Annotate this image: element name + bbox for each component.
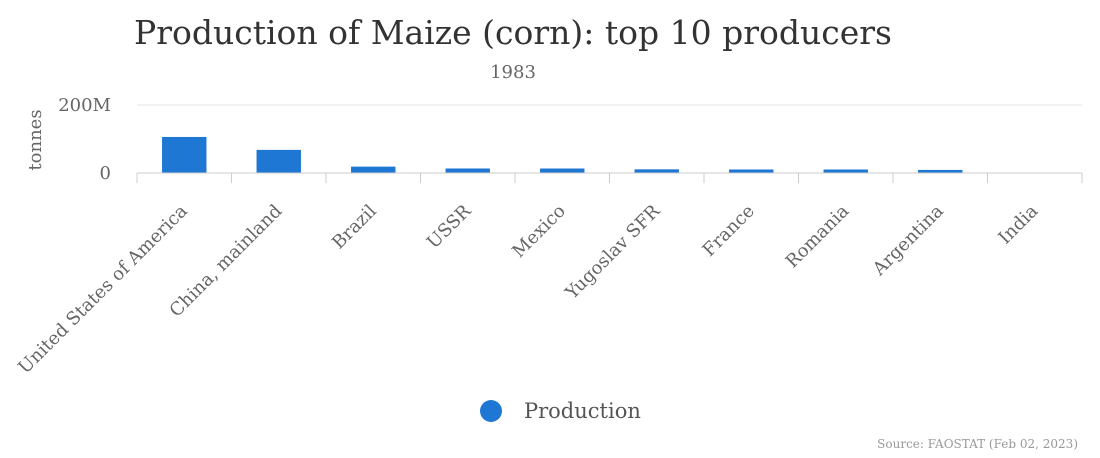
y-axis-label: tonnes (25, 109, 46, 170)
x-tick-label: Mexico (508, 201, 569, 262)
chart-title: Production of Maize (corn): top 10 produ… (134, 13, 892, 52)
x-tick-label: Romania (782, 201, 854, 273)
bar[interactable] (540, 168, 585, 173)
legend-label-production: Production (524, 399, 641, 423)
x-tick-label: Brazil (328, 201, 381, 254)
bar[interactable] (634, 169, 679, 173)
y-axis-ticks: 0 200M (58, 95, 111, 184)
bar[interactable] (351, 166, 396, 173)
bar[interactable] (729, 169, 774, 173)
x-tick-label: United States of America (14, 200, 192, 378)
x-axis (136, 172, 1083, 183)
legend-marker-production (480, 400, 502, 422)
source-note: Source: FAOSTAT (Feb 02, 2023) (877, 437, 1078, 451)
bar[interactable] (445, 168, 490, 173)
bar[interactable] (162, 136, 207, 173)
bar[interactable] (256, 149, 301, 173)
bar[interactable] (918, 169, 963, 173)
x-tick-label: France (699, 201, 759, 261)
chart-subtitle: 1983 (490, 62, 536, 83)
bars (162, 136, 1057, 173)
legend[interactable]: Production (480, 399, 641, 423)
x-tick-label: Yugoslav SFR (561, 200, 665, 304)
y-tick-label: 200M (58, 95, 111, 116)
x-tick-label: Argentina (868, 200, 948, 280)
bar[interactable] (823, 169, 868, 173)
y-tick-label: 0 (100, 163, 111, 184)
x-tick-label: India (994, 200, 1042, 248)
x-tick-label: USSR (423, 200, 476, 253)
